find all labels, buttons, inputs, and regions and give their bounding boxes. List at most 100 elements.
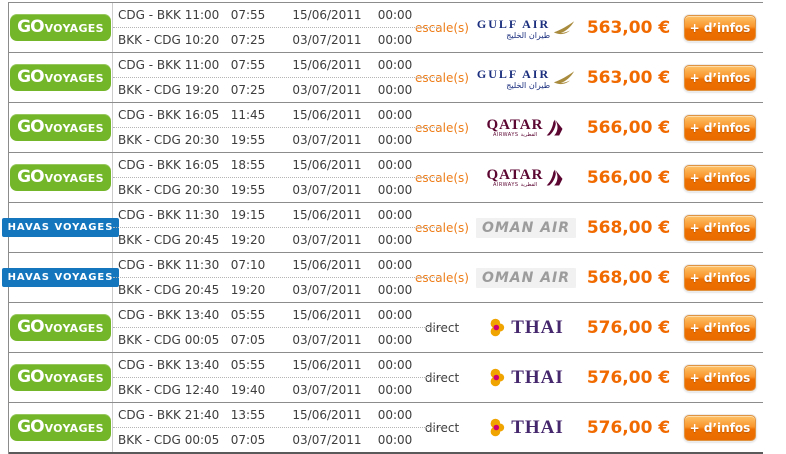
- return-date: 03/07/2011: [292, 133, 362, 147]
- outbound-midnight-time: 00:00: [377, 408, 413, 422]
- return-arrival-time: 07:25: [230, 33, 266, 47]
- govoyages-logo-voyages: VOYAGES: [44, 372, 104, 385]
- return-date: 03/07/2011: [292, 333, 362, 347]
- price-cell: 563,00 €: [581, 3, 676, 52]
- return-arrival-time: 07:05: [230, 333, 266, 347]
- gulf-air-wordmark: GULF AIR طيران الخليج: [476, 16, 551, 40]
- price: 576,00 €: [586, 317, 671, 338]
- outbound-route: CDG - BKK: [118, 408, 181, 422]
- dinfos-button[interactable]: + d’infos: [684, 214, 756, 241]
- govoyages-logo[interactable]: GO VOYAGES: [10, 64, 111, 91]
- stops-cell: escale(s): [413, 53, 471, 102]
- return-leg: BKK - CDG 20:30 19:55 03/07/2011 00:00: [113, 179, 420, 201]
- flight-legs: CDG - BKK 11:00 07:55 15/06/2011 00:00 B…: [113, 3, 441, 52]
- return-route: BKK - CDG: [118, 283, 181, 297]
- govoyages-logo[interactable]: GO VOYAGES: [10, 114, 111, 141]
- thai-airways-logo: THAI: [488, 317, 564, 339]
- govoyages-logo[interactable]: GO VOYAGES: [10, 364, 111, 391]
- dinfos-button[interactable]: + d’infos: [684, 364, 756, 391]
- qatar-oryx-icon: [547, 169, 563, 185]
- return-route: BKK - CDG: [118, 83, 181, 97]
- govoyages-logo[interactable]: GO VOYAGES: [10, 314, 111, 341]
- return-route: BKK - CDG: [118, 333, 181, 347]
- outbound-route: CDG - BKK: [118, 208, 181, 222]
- outbound-route: CDG - BKK: [118, 308, 181, 322]
- return-midnight-time: 00:00: [377, 133, 413, 147]
- outbound-arrival-time: 18:55: [230, 158, 266, 172]
- dinfos-button[interactable]: + d’infos: [684, 114, 756, 141]
- govoyages-logo-voyages: VOYAGES: [44, 72, 104, 85]
- return-leg: BKK - CDG 20:45 19:20 03/07/2011 00:00: [113, 229, 420, 251]
- flight-legs: CDG - BKK 21:40 13:55 15/06/2011 00:00 B…: [113, 403, 441, 452]
- return-midnight-time: 00:00: [377, 33, 413, 47]
- dinfos-button-label: + d’infos: [689, 420, 751, 435]
- outbound-midnight-time: 00:00: [377, 58, 413, 72]
- govoyages-logo-voyages: VOYAGES: [44, 422, 104, 435]
- outbound-midnight-time: 00:00: [377, 358, 413, 372]
- leg-divider: [113, 277, 441, 278]
- button-cell: + d’infos: [676, 403, 762, 452]
- stops-cell: escale(s): [413, 253, 471, 302]
- return-route: BKK - CDG: [118, 233, 181, 247]
- leg-divider: [113, 177, 441, 178]
- price: 576,00 €: [586, 417, 671, 438]
- price: 563,00 €: [586, 67, 671, 88]
- outbound-departure-time: 11:30: [184, 258, 220, 272]
- stops-cell: direct: [413, 303, 471, 352]
- outbound-midnight-time: 00:00: [377, 158, 413, 172]
- havas-voyages-logo[interactable]: HAVAS VOYAGES: [1, 268, 120, 287]
- outbound-arrival-time: 19:15: [230, 208, 266, 222]
- outbound-arrival-time: 07:55: [230, 8, 266, 22]
- dinfos-button[interactable]: + d’infos: [684, 164, 756, 191]
- button-cell: + d’infos: [676, 253, 762, 302]
- return-departure-time: 10:20: [184, 33, 220, 47]
- return-departure-time: 00:05: [184, 433, 220, 447]
- button-cell: + d’infos: [676, 53, 762, 102]
- return-midnight-time: 00:00: [377, 233, 413, 247]
- price-cell: 576,00 €: [581, 303, 676, 352]
- gulf-air-name: GULF AIR: [476, 16, 551, 31]
- return-departure-time: 20:30: [184, 133, 220, 147]
- stops-label: escale(s): [415, 20, 469, 35]
- return-date: 03/07/2011: [292, 433, 362, 447]
- flight-legs: CDG - BKK 11:30 19:15 15/06/2011 00:00 B…: [113, 203, 441, 252]
- dinfos-button[interactable]: + d’infos: [684, 14, 756, 41]
- return-midnight-time: 00:00: [377, 183, 413, 197]
- stops-label: escale(s): [415, 70, 469, 85]
- outbound-midnight-time: 00:00: [377, 308, 413, 322]
- outbound-route: CDG - BKK: [118, 58, 181, 72]
- return-date: 03/07/2011: [292, 283, 362, 297]
- dinfos-button[interactable]: + d’infos: [684, 314, 756, 341]
- govoyages-logo-go: GO: [17, 417, 44, 437]
- gulf-air-falcon-icon: [553, 20, 575, 34]
- stops-cell: direct: [413, 403, 471, 452]
- govoyages-logo[interactable]: GO VOYAGES: [10, 14, 111, 41]
- outbound-arrival-time: 05:55: [230, 308, 266, 322]
- govoyages-logo[interactable]: GO VOYAGES: [10, 414, 111, 441]
- dinfos-button[interactable]: + d’infos: [684, 264, 756, 291]
- return-date: 03/07/2011: [292, 33, 362, 47]
- stops-cell: escale(s): [413, 153, 471, 202]
- thai-airways-logo: THAI: [488, 367, 564, 389]
- havas-voyages-logo[interactable]: HAVAS VOYAGES: [1, 218, 120, 237]
- outbound-arrival-time: 05:55: [230, 358, 266, 372]
- return-leg: BKK - CDG 20:45 19:20 03/07/2011 00:00: [113, 279, 420, 301]
- outbound-departure-time: 13:40: [184, 308, 220, 322]
- dinfos-button[interactable]: + d’infos: [684, 414, 756, 441]
- thai-name: THAI: [511, 366, 564, 388]
- dinfos-button[interactable]: + d’infos: [684, 64, 756, 91]
- govoyages-logo[interactable]: GO VOYAGES: [10, 164, 111, 191]
- flight-legs: CDG - BKK 11:00 07:55 15/06/2011 00:00 B…: [113, 53, 441, 102]
- flight-legs: CDG - BKK 13:40 05:55 15/06/2011 00:00 B…: [113, 353, 441, 402]
- leg-divider: [113, 227, 441, 228]
- price-cell: 566,00 €: [581, 103, 676, 152]
- govoyages-logo-voyages: VOYAGES: [44, 322, 104, 335]
- qatar-name: QATAR: [486, 166, 544, 183]
- qatar-airways-logo: QATAR AIRWAYS القطرية: [486, 166, 566, 188]
